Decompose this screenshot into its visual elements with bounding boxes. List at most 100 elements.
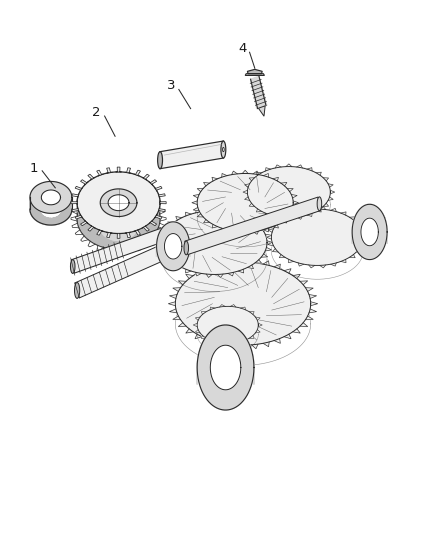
Polygon shape xyxy=(356,222,357,237)
Polygon shape xyxy=(151,221,152,238)
Polygon shape xyxy=(275,216,281,219)
Polygon shape xyxy=(225,325,226,342)
Polygon shape xyxy=(246,310,247,320)
Polygon shape xyxy=(241,215,242,232)
Polygon shape xyxy=(231,306,232,316)
Polygon shape xyxy=(324,209,325,223)
Polygon shape xyxy=(234,174,235,189)
Polygon shape xyxy=(166,229,167,247)
Polygon shape xyxy=(305,168,306,182)
Polygon shape xyxy=(350,254,355,258)
Polygon shape xyxy=(170,224,171,243)
Polygon shape xyxy=(335,211,336,225)
Polygon shape xyxy=(211,309,212,319)
Polygon shape xyxy=(248,342,249,361)
Polygon shape xyxy=(155,216,156,233)
Polygon shape xyxy=(357,223,362,226)
Polygon shape xyxy=(218,307,219,317)
Text: 2: 2 xyxy=(92,106,101,119)
Polygon shape xyxy=(213,328,215,346)
Polygon shape xyxy=(160,141,223,168)
Polygon shape xyxy=(205,269,207,289)
Polygon shape xyxy=(281,183,282,199)
Polygon shape xyxy=(290,214,292,228)
Polygon shape xyxy=(50,213,51,225)
Polygon shape xyxy=(134,170,141,176)
Polygon shape xyxy=(302,211,304,224)
Polygon shape xyxy=(379,208,380,221)
Polygon shape xyxy=(173,288,180,292)
Polygon shape xyxy=(244,335,245,354)
Polygon shape xyxy=(249,178,254,181)
Polygon shape xyxy=(174,222,175,233)
Polygon shape xyxy=(251,220,253,238)
Polygon shape xyxy=(188,214,190,232)
Polygon shape xyxy=(299,167,300,180)
Polygon shape xyxy=(288,189,289,205)
Polygon shape xyxy=(279,167,280,180)
Polygon shape xyxy=(249,312,254,314)
Polygon shape xyxy=(279,269,281,289)
Polygon shape xyxy=(165,232,166,250)
Polygon shape xyxy=(154,218,155,235)
Polygon shape xyxy=(344,214,345,229)
Polygon shape xyxy=(212,329,213,348)
Polygon shape xyxy=(240,340,245,343)
Polygon shape xyxy=(229,263,231,284)
Polygon shape xyxy=(255,222,256,240)
Polygon shape xyxy=(328,184,333,187)
Polygon shape xyxy=(168,223,169,233)
Ellipse shape xyxy=(380,215,386,235)
Ellipse shape xyxy=(317,197,321,211)
Polygon shape xyxy=(286,164,292,167)
Polygon shape xyxy=(54,213,55,225)
Polygon shape xyxy=(221,177,223,192)
Polygon shape xyxy=(157,213,158,230)
Polygon shape xyxy=(180,287,181,309)
Polygon shape xyxy=(138,229,139,246)
Polygon shape xyxy=(216,179,217,195)
Polygon shape xyxy=(149,220,157,225)
Polygon shape xyxy=(105,212,106,237)
Polygon shape xyxy=(202,212,204,229)
Polygon shape xyxy=(221,264,223,285)
Polygon shape xyxy=(311,209,312,223)
Ellipse shape xyxy=(71,260,75,273)
Polygon shape xyxy=(351,219,353,233)
Polygon shape xyxy=(193,207,199,211)
Polygon shape xyxy=(247,311,248,320)
Polygon shape xyxy=(284,217,285,232)
Polygon shape xyxy=(282,184,283,199)
Polygon shape xyxy=(186,274,193,279)
Polygon shape xyxy=(104,211,105,236)
Polygon shape xyxy=(380,209,381,222)
Polygon shape xyxy=(257,175,258,189)
Polygon shape xyxy=(231,174,233,190)
Polygon shape xyxy=(378,208,379,220)
Polygon shape xyxy=(242,309,243,318)
Polygon shape xyxy=(176,216,182,220)
Polygon shape xyxy=(229,306,230,316)
Polygon shape xyxy=(199,212,201,229)
Polygon shape xyxy=(240,345,246,350)
Polygon shape xyxy=(267,265,269,286)
Polygon shape xyxy=(287,214,293,217)
Polygon shape xyxy=(273,168,274,181)
Polygon shape xyxy=(128,232,130,248)
Polygon shape xyxy=(354,221,355,235)
Polygon shape xyxy=(224,176,225,191)
Polygon shape xyxy=(261,228,268,231)
Polygon shape xyxy=(77,172,160,233)
Polygon shape xyxy=(255,174,257,189)
Polygon shape xyxy=(254,316,255,326)
Polygon shape xyxy=(228,272,233,276)
Polygon shape xyxy=(272,179,273,194)
Polygon shape xyxy=(205,312,206,322)
Polygon shape xyxy=(309,265,315,268)
Polygon shape xyxy=(255,263,257,284)
Polygon shape xyxy=(197,272,198,294)
Polygon shape xyxy=(203,313,204,324)
Polygon shape xyxy=(116,216,117,240)
Polygon shape xyxy=(224,211,226,228)
Polygon shape xyxy=(142,174,149,180)
